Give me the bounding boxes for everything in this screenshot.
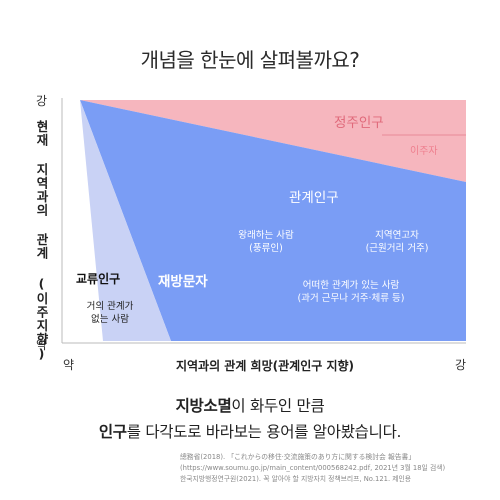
x-axis-weak-label: 약 [63, 358, 75, 372]
migrant-label: 이주자 [410, 146, 438, 157]
wandering-people-label: 왕래하는 사람 (풍류인) [238, 230, 294, 254]
caption-line-1-rest: 이 화두인 만큼 [231, 397, 325, 415]
caption-line-2-rest: 를 다각도로 바라보는 용어를 알아봤습니다. [126, 423, 402, 441]
visiting-region [80, 100, 171, 341]
exchange-sub-label: 거의 관계가 없는 사람 [86, 301, 134, 325]
past-ties-label: 어떠한 관계가 있는 사람 (과거 근무나 거주·체류 등) [297, 280, 405, 304]
related-population-label: 관계인구 [289, 190, 339, 206]
source-citation: 總務省(2018). 「これからの移住·交流施策のあり方に関する検討会 報告書」… [180, 452, 500, 485]
source-line-2: (https://www.soumu.go.jp/main_content/00… [180, 464, 446, 472]
related-region [80, 100, 466, 341]
page-title: 개념을 한눈에 살펴볼까요? [140, 48, 360, 72]
source-line-1: 總務省(2018). 「これからの移住·交流施策のあり方に関する検討会 報告書」 [180, 453, 416, 461]
caption-line-1-bold: 지방소멸 [175, 397, 232, 415]
y-axis-title: 현재 지역과의 관계 (이주지향) [34, 120, 49, 362]
visiting-label: 재방문자 [158, 274, 208, 290]
exchange-population-label: 교류인구 [76, 272, 121, 286]
source-line-3: 한국지방행정연구원(2021). 꼭 알아야 할 지방자치 정책브리프, No.… [180, 475, 412, 483]
x-axis-strong-label: 강 [455, 358, 467, 372]
x-axis-title: 지역과의 관계 희망(관계인구 지향) [175, 359, 355, 373]
caption-line-1: 지방소멸이 화두인 만큼 [0, 394, 500, 416]
local-ties-label: 지역연고자 (근원거리 거주) [365, 230, 429, 254]
caption-line-2: 인구를 다각도로 바라보는 용어를 알아봤습니다. [0, 420, 500, 442]
settled-population-label: 정주인구 [334, 115, 384, 131]
y-axis-strong-label: 강 [36, 94, 48, 108]
y-axis-weak-label: 약 [36, 338, 48, 352]
caption-line-2-bold: 인구 [98, 423, 127, 441]
